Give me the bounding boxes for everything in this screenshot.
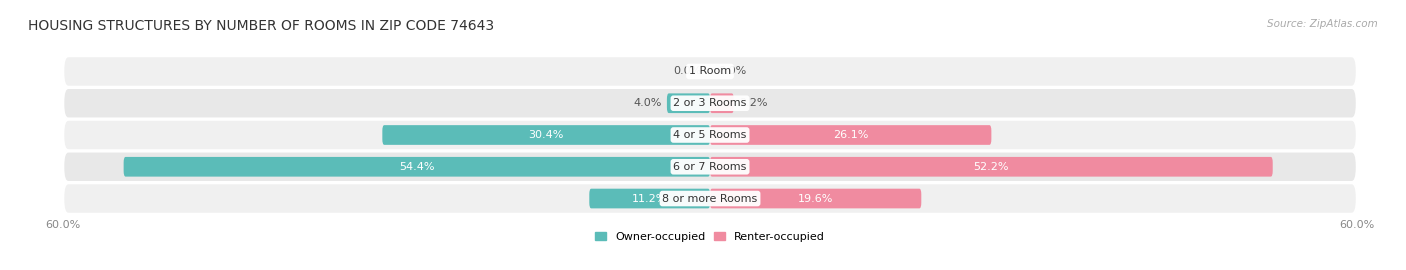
Text: 0.0%: 0.0% [673, 66, 702, 76]
Text: 26.1%: 26.1% [832, 130, 869, 140]
Text: 54.4%: 54.4% [399, 162, 434, 172]
Text: 6 or 7 Rooms: 6 or 7 Rooms [673, 162, 747, 172]
Text: 19.6%: 19.6% [799, 194, 834, 204]
Text: Source: ZipAtlas.com: Source: ZipAtlas.com [1267, 19, 1378, 29]
FancyBboxPatch shape [63, 120, 1357, 150]
FancyBboxPatch shape [710, 93, 734, 113]
Text: HOUSING STRUCTURES BY NUMBER OF ROOMS IN ZIP CODE 74643: HOUSING STRUCTURES BY NUMBER OF ROOMS IN… [28, 19, 495, 33]
Text: 2.2%: 2.2% [740, 98, 768, 108]
Text: 30.4%: 30.4% [529, 130, 564, 140]
FancyBboxPatch shape [63, 183, 1357, 214]
FancyBboxPatch shape [666, 93, 710, 113]
Text: 2 or 3 Rooms: 2 or 3 Rooms [673, 98, 747, 108]
FancyBboxPatch shape [710, 125, 991, 145]
FancyBboxPatch shape [63, 88, 1357, 119]
FancyBboxPatch shape [63, 56, 1357, 87]
Legend: Owner-occupied, Renter-occupied: Owner-occupied, Renter-occupied [591, 227, 830, 246]
Text: 52.2%: 52.2% [973, 162, 1010, 172]
Text: 0.0%: 0.0% [718, 66, 747, 76]
FancyBboxPatch shape [589, 189, 710, 208]
Text: 4 or 5 Rooms: 4 or 5 Rooms [673, 130, 747, 140]
FancyBboxPatch shape [710, 157, 1272, 177]
FancyBboxPatch shape [124, 157, 710, 177]
FancyBboxPatch shape [710, 189, 921, 208]
Text: 1 Room: 1 Room [689, 66, 731, 76]
Text: 11.2%: 11.2% [631, 194, 668, 204]
FancyBboxPatch shape [382, 125, 710, 145]
Text: 8 or more Rooms: 8 or more Rooms [662, 194, 758, 204]
Text: 4.0%: 4.0% [633, 98, 661, 108]
FancyBboxPatch shape [63, 151, 1357, 182]
